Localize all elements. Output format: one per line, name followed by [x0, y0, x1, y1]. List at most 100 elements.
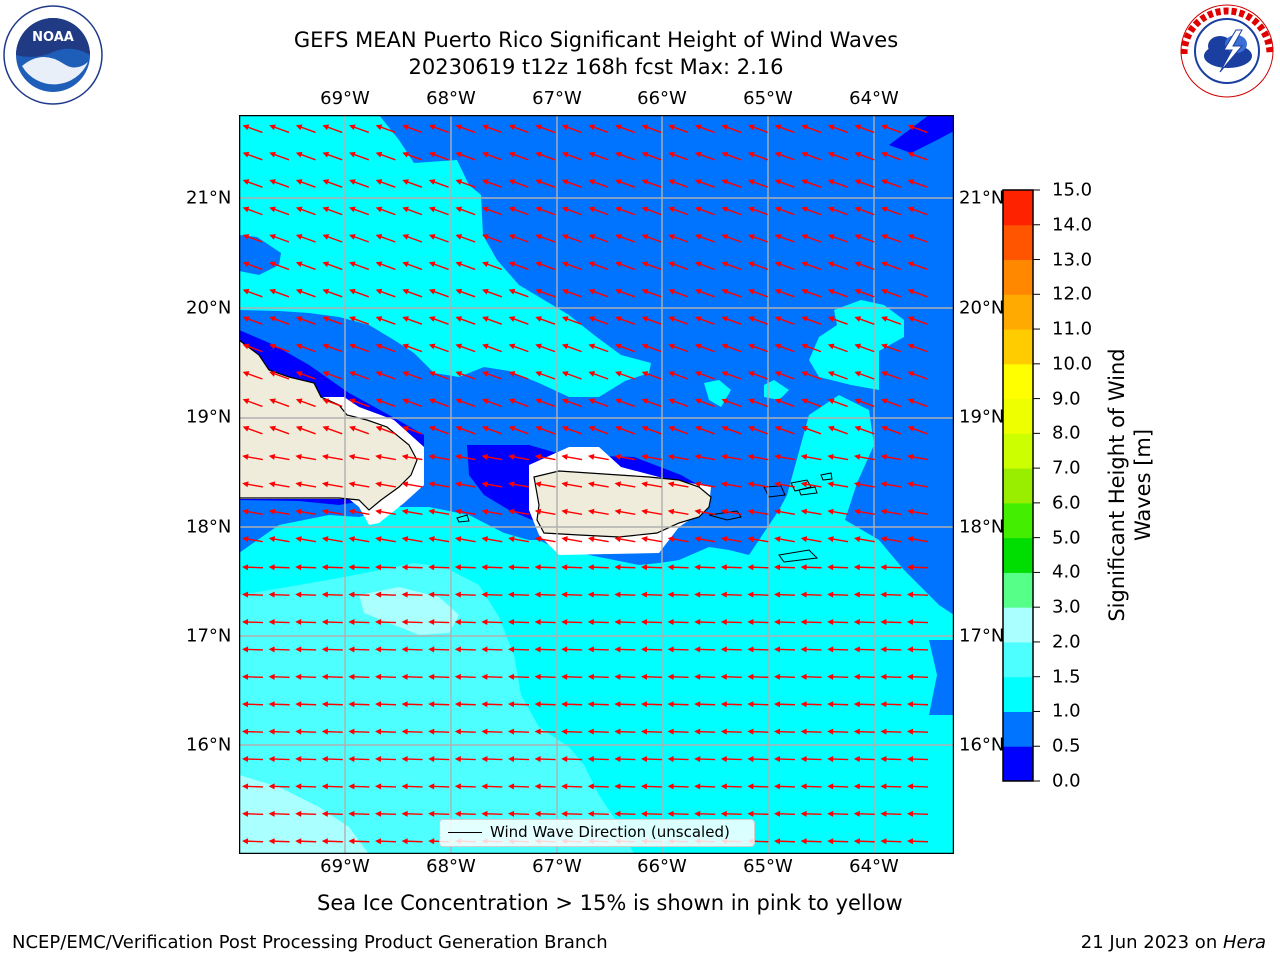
wave-direction-arrow — [428, 343, 449, 353]
wave-direction-arrow — [375, 810, 397, 817]
wave-direction-arrow — [349, 206, 370, 216]
wave-direction-arrow — [748, 124, 769, 134]
wave-direction-arrow — [614, 591, 636, 598]
wave-direction-arrow — [428, 783, 450, 790]
wave-direction-arrow — [907, 536, 928, 543]
wave-direction-arrow — [800, 810, 822, 817]
colorbar-tick-label: 5.0 — [1052, 527, 1081, 549]
wave-direction-arrow — [535, 151, 556, 161]
wave-direction-arrow — [587, 591, 609, 598]
wave-direction-arrow — [615, 316, 636, 325]
wave-direction-arrow — [561, 673, 583, 680]
wave-direction-arrow — [481, 701, 503, 708]
wave-direction-arrow — [508, 316, 529, 325]
wave-direction-arrow — [402, 343, 423, 353]
colorbar-tick-label: 9.0 — [1052, 388, 1081, 410]
lat-label-right-21n: 21°N — [959, 187, 1005, 209]
wave-direction-arrow — [454, 591, 476, 598]
wave-direction-arrow — [720, 564, 742, 571]
wave-direction-arrow — [800, 838, 822, 845]
colorbar-tick-label: 12.0 — [1052, 283, 1093, 305]
wave-direction-arrow — [348, 453, 370, 461]
wave-direction-arrow — [242, 206, 263, 216]
wave-direction-arrow — [295, 619, 317, 626]
wave-direction-arrow — [481, 564, 503, 571]
wave-direction-arrow — [295, 206, 316, 216]
lon-label-top-69w: 69°W — [320, 88, 370, 109]
wave-direction-arrow — [615, 179, 636, 188]
wave-direction-arrow — [880, 536, 902, 543]
wave-direction-arrow — [668, 425, 689, 435]
wave-direction-arrow — [455, 288, 476, 298]
wave-direction-arrow — [428, 425, 449, 435]
wave-direction-arrow — [588, 398, 609, 408]
wave-direction-arrow — [641, 756, 663, 763]
wave-direction-arrow — [481, 646, 503, 653]
wave-direction-arrow — [269, 343, 290, 353]
wave-direction-arrow — [508, 343, 529, 353]
wave-direction-arrow — [854, 151, 875, 161]
wave-direction-arrow — [268, 564, 290, 571]
wave-direction-arrow — [801, 124, 822, 134]
wave-direction-arrow — [800, 481, 822, 488]
wave-direction-arrow — [561, 728, 583, 735]
wave-direction-arrow — [907, 508, 928, 516]
wave-direction-arrow — [269, 151, 290, 161]
wave-direction-arrow — [455, 371, 476, 380]
wave-direction-arrow — [774, 206, 795, 216]
wave-direction-arrow — [454, 564, 476, 571]
wave-direction-arrow — [295, 810, 317, 817]
wave-direction-arrow — [401, 783, 423, 790]
wave-direction-arrow — [295, 701, 317, 708]
wave-direction-arrow — [667, 591, 689, 598]
wave-direction-arrow — [375, 536, 396, 543]
wave-direction-arrow — [561, 288, 582, 298]
wave-direction-arrow — [375, 234, 396, 243]
wave-direction-arrow — [667, 756, 689, 763]
wave-direction-arrow — [561, 425, 582, 435]
wave-direction-arrow — [748, 343, 769, 353]
wave-direction-arrow — [508, 508, 529, 516]
wave-direction-arrow — [322, 124, 343, 134]
wave-direction-arrow — [481, 728, 503, 735]
wave-direction-arrow — [667, 728, 689, 735]
wave-direction-arrow — [269, 288, 290, 298]
wave-direction-arrow — [587, 536, 609, 543]
wave-direction-arrow — [428, 316, 449, 325]
wave-direction-arrow — [428, 481, 450, 488]
wave-direction-arrow — [268, 508, 290, 516]
wave-direction-arrow — [694, 206, 715, 216]
wave-direction-arrow — [641, 783, 663, 790]
wave-direction-arrow — [907, 591, 929, 598]
wave-direction-arrow — [401, 756, 423, 763]
wave-direction-arrow — [801, 261, 822, 271]
wave-direction-arrow — [641, 398, 662, 408]
wave-direction-arrow — [268, 619, 290, 626]
wave-direction-arrow — [349, 425, 370, 435]
wave-direction-arrow — [881, 425, 902, 435]
wave-height-map — [239, 115, 954, 854]
wave-direction-arrow — [508, 234, 529, 243]
wave-direction-arrow — [641, 701, 663, 708]
wave-direction-arrow — [694, 564, 716, 571]
wave-direction-arrow — [880, 619, 902, 626]
wave-direction-arrow — [747, 481, 769, 488]
wave-direction-arrow — [720, 481, 742, 488]
wave-direction-arrow — [694, 783, 716, 790]
wave-direction-arrow — [801, 288, 822, 298]
lat-label-left-20n: 20°N — [186, 297, 232, 319]
wave-direction-arrow — [668, 234, 689, 243]
wave-direction-arrow — [534, 453, 556, 461]
wave-direction-arrow — [561, 783, 583, 790]
wave-direction-arrow — [588, 343, 609, 353]
wave-direction-arrow — [667, 536, 689, 543]
colorbar-tick-label: 7.0 — [1052, 457, 1081, 479]
wave-direction-arrow — [774, 756, 796, 763]
wave-direction-arrow — [428, 728, 450, 735]
colorbar-tick-label: 0.5 — [1052, 735, 1081, 757]
wave-direction-arrow — [295, 508, 317, 516]
wave-direction-arrow — [907, 701, 929, 708]
wave-direction-arrow — [587, 508, 609, 516]
wave-direction-arrow — [269, 179, 290, 188]
wave-direction-arrow — [641, 206, 662, 216]
